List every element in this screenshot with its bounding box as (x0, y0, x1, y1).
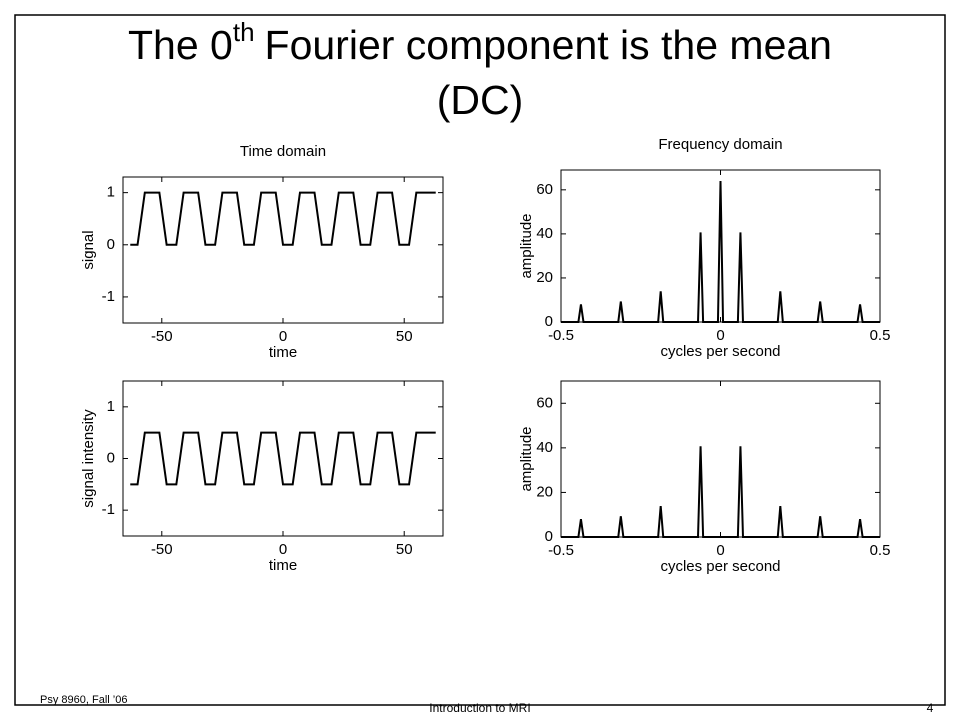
x-tick-label: -50 (151, 541, 173, 558)
footer-left: Psy 8960, Fall ’06 (40, 694, 127, 706)
y-tick-label: 1 (107, 398, 115, 415)
slide-title-line2: (DC) (437, 77, 524, 123)
chart: -50 0 50 -1 0 1 Time domain time signal (80, 143, 444, 361)
y-axis-label: signal intensity (80, 409, 97, 508)
slide-title: The 0th Fourier component is the mean (128, 17, 832, 68)
title-text: The 0 (128, 22, 233, 68)
data-line (561, 180, 880, 323)
x-tick-label: 0 (279, 328, 287, 345)
y-tick-label: 0 (107, 449, 115, 466)
data-line (130, 191, 436, 246)
y-axis-label: amplitude (518, 426, 535, 491)
x-tick-label: 0 (716, 327, 724, 344)
x-tick-label: -0.5 (548, 542, 574, 559)
x-axis-label: cycles per second (660, 558, 780, 575)
y-tick-label: 20 (536, 269, 553, 286)
x-tick-label: -0.5 (548, 327, 574, 344)
y-tick-label: 40 (536, 439, 553, 456)
title-superscript: th (233, 17, 255, 47)
y-tick-label: -1 (102, 501, 115, 518)
y-tick-label: 20 (536, 483, 553, 500)
y-tick-label: 1 (107, 184, 115, 201)
y-axis-label: amplitude (518, 213, 535, 278)
slide-border (14, 14, 946, 706)
x-tick-label: 0 (716, 542, 724, 559)
title-text: Fourier component is the mean (265, 22, 832, 68)
y-tick-label: 40 (536, 225, 553, 242)
chart-title: Time domain (240, 143, 326, 160)
footer-center: Introduction to MRI (429, 701, 530, 715)
chart: -50 0 50 -1 0 1 time signal intensity (80, 380, 444, 574)
x-axis-label: time (269, 557, 297, 574)
y-axis-label: signal (80, 230, 97, 269)
x-axis-label: cycles per second (660, 343, 780, 360)
page-number: 4 (927, 701, 934, 715)
y-tick-label: 0 (545, 528, 553, 545)
x-tick-label: 0.5 (870, 327, 891, 344)
y-tick-label: 0 (545, 313, 553, 330)
x-tick-label: 50 (396, 328, 413, 345)
y-tick-label: 60 (536, 181, 553, 198)
chart-title: Frequency domain (658, 136, 782, 153)
y-tick-label: 0 (107, 236, 115, 253)
plot-area (560, 380, 881, 538)
x-tick-label: 0 (279, 541, 287, 558)
x-tick-label: 50 (396, 541, 413, 558)
x-tick-label: -50 (151, 328, 173, 345)
y-tick-label: -1 (102, 288, 115, 305)
plot-area (122, 176, 444, 324)
data-line (130, 431, 436, 486)
x-tick-label: 0.5 (870, 542, 891, 559)
x-axis-label: time (269, 344, 297, 361)
data-line (561, 446, 880, 538)
y-tick-label: 60 (536, 394, 553, 411)
